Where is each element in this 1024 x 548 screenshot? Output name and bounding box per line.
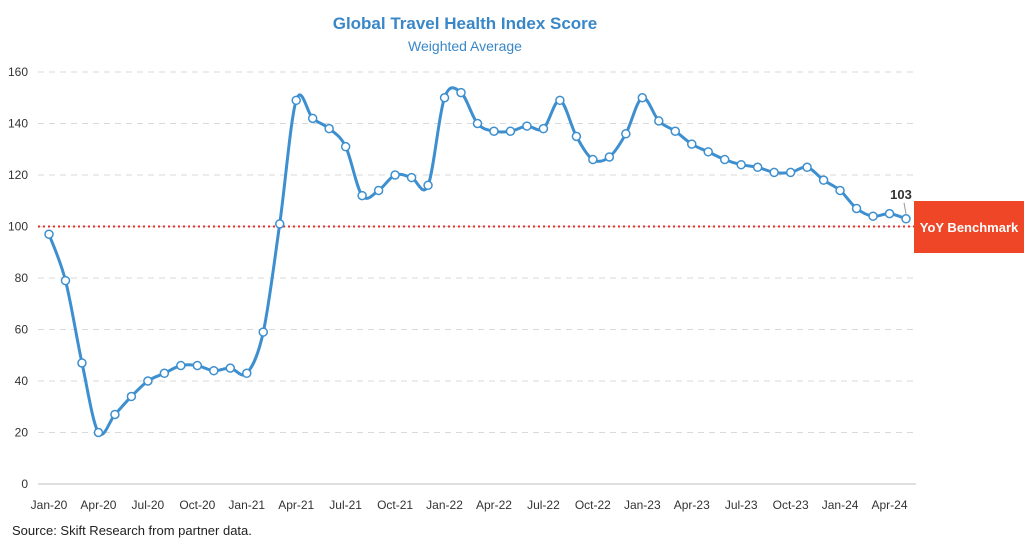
data-point (192, 360, 203, 371)
x-tick-label: Jul-22 (527, 498, 560, 512)
data-point (472, 118, 483, 129)
x-tick-label: Jan-24 (822, 498, 859, 512)
data-point (703, 147, 713, 157)
x-tick-label: Apr-23 (674, 498, 710, 512)
data-point (785, 167, 796, 178)
data-point (357, 190, 367, 201)
data-point (456, 87, 466, 98)
data-point (324, 123, 334, 134)
x-tick-label: Oct-20 (179, 498, 215, 512)
data-point (555, 95, 565, 106)
data-point (209, 365, 219, 376)
data-point (77, 358, 87, 368)
yoy-benchmark-badge: YoY Benchmark (914, 201, 1024, 253)
x-tick-label: Apr-24 (872, 498, 908, 512)
last-value-leader (903, 202, 907, 214)
x-tick-label: Apr-22 (476, 498, 512, 512)
data-point (719, 154, 730, 165)
x-tick-label: Apr-21 (278, 498, 314, 512)
y-tick-label: 140 (8, 117, 28, 131)
chart-subtitle: Weighted Average (408, 38, 522, 54)
data-point (851, 203, 862, 214)
data-point (93, 427, 104, 438)
x-tick-label: Oct-21 (377, 498, 413, 512)
yoy-benchmark-label: YoY Benchmark (919, 219, 1019, 235)
data-point (670, 126, 681, 136)
data-point (274, 219, 285, 229)
data-point (818, 175, 829, 185)
y-tick-label: 0 (21, 477, 28, 491)
y-tick-label: 100 (8, 220, 28, 234)
data-point (44, 229, 54, 239)
y-tick-label: 160 (8, 65, 28, 79)
data-point (439, 93, 450, 103)
x-tick-label: Jul-21 (329, 498, 362, 512)
data-point (654, 116, 664, 126)
gridlines (38, 71, 916, 485)
x-axis-ticks: Jan-20 Apr-20 Jul-20 Oct-20 Jan-21 Apr-21 Jul-… (31, 498, 908, 512)
data-point (637, 93, 648, 103)
data-point (884, 208, 895, 219)
y-tick-label: 120 (8, 168, 28, 182)
data-point (522, 121, 532, 131)
data-point (126, 391, 137, 402)
x-tick-label: Oct-23 (773, 498, 809, 512)
data-point (242, 368, 252, 379)
series-layer (47, 86, 908, 436)
data-point (621, 129, 631, 139)
data-point (176, 360, 186, 371)
x-tick-label: Jan-22 (426, 498, 463, 512)
data-point (752, 162, 763, 173)
data-point (225, 363, 236, 373)
data-point (307, 113, 318, 124)
data-point (538, 123, 549, 134)
data-point (258, 327, 268, 337)
data-point (110, 409, 120, 420)
x-tick-label: Apr-20 (80, 498, 116, 512)
data-point (291, 95, 301, 106)
y-tick-label: 20 (15, 426, 29, 440)
y-tick-label: 40 (15, 374, 29, 388)
data-point (159, 368, 170, 379)
x-tick-label: Jan-23 (624, 498, 661, 512)
x-tick-label: Jan-21 (228, 498, 265, 512)
data-point (802, 162, 812, 173)
data-point (868, 211, 878, 221)
data-point (423, 180, 433, 191)
data-point (143, 376, 153, 386)
x-tick-label: Jan-20 (31, 498, 68, 512)
data-point (390, 170, 400, 180)
data-point (60, 275, 71, 286)
x-tick-label: Jul-20 (132, 498, 165, 512)
last-value-label: 103 (890, 187, 912, 202)
data-point (588, 154, 598, 165)
data-point (604, 152, 615, 162)
x-tick-label: Oct-22 (575, 498, 611, 512)
data-point (687, 139, 697, 149)
x-tick-label: Jul-23 (725, 498, 758, 512)
y-tick-label: 80 (15, 271, 29, 285)
data-point (769, 167, 779, 178)
data-point (505, 126, 516, 136)
y-tick-label: 60 (15, 323, 29, 337)
series-line (47, 86, 908, 436)
data-point (835, 185, 845, 196)
data-point (571, 131, 582, 142)
data-point (373, 185, 384, 196)
source-note: Source: Skift Research from partner data… (12, 523, 252, 538)
data-points (44, 87, 911, 438)
data-point (406, 172, 417, 183)
chart-title: Global Travel Health Index Score (333, 14, 598, 33)
y-axis-ticks: 0 20 40 60 80 100 120 140 160 (8, 65, 28, 491)
data-point (340, 141, 351, 152)
data-point (489, 126, 499, 136)
data-point (901, 214, 911, 224)
data-point (736, 159, 746, 170)
